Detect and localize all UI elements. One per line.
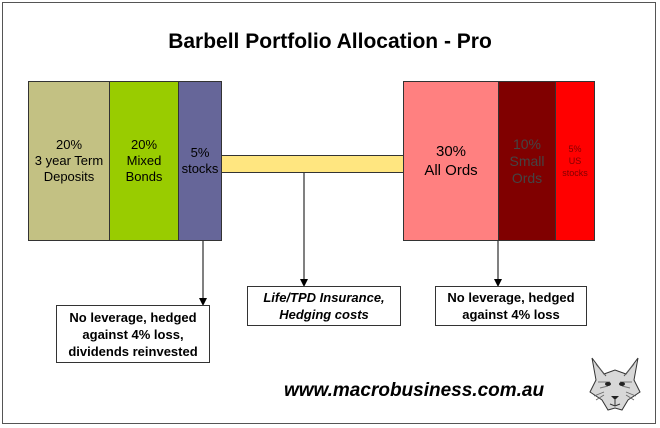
block-stocks-pct: 5% bbox=[190, 145, 210, 160]
block-us-stocks-line3: stocks bbox=[562, 168, 588, 178]
note-left-line1: No leverage, hedged bbox=[69, 309, 197, 325]
note-left: No leverage, hedged against 4% loss, div… bbox=[56, 305, 210, 363]
note-right-line1: No leverage, hedged bbox=[447, 290, 575, 305]
block-term-deposits-line3: Deposits bbox=[43, 169, 95, 184]
website-url: www.macrobusiness.com.au bbox=[284, 380, 545, 401]
block-stocks-line2: stocks bbox=[181, 161, 219, 176]
block-term-deposits: 20% 3 year Term Deposits bbox=[28, 81, 110, 241]
block-small-ords-line3: Ords bbox=[511, 169, 543, 186]
block-us-stocks-pct: 5% bbox=[568, 144, 582, 154]
block-stocks: 5% stocks bbox=[178, 81, 222, 241]
block-term-deposits-pct: 20% bbox=[55, 137, 83, 152]
diagram-title: Barbell Portfolio Allocation - Pro bbox=[168, 30, 492, 53]
block-mixed-bonds-line3: Bonds bbox=[125, 169, 163, 184]
block-small-ords-line2: Small bbox=[509, 152, 545, 169]
block-small-ords: 10% Small Ords bbox=[498, 81, 556, 241]
note-left-line3: dividends reinvested bbox=[68, 343, 198, 359]
note-right-line2: against 4% loss bbox=[462, 307, 560, 322]
block-mixed-bonds-pct: 20% bbox=[130, 137, 158, 152]
block-all-ords-line2: All Ords bbox=[424, 162, 478, 179]
note-left-line2: against 4% loss, bbox=[82, 326, 184, 342]
note-middle-line1: Life/TPD Insurance, bbox=[263, 290, 385, 305]
note-right: No leverage, hedged against 4% loss bbox=[435, 286, 587, 326]
block-term-deposits-line2: 3 year Term bbox=[34, 153, 104, 168]
wolf-icon bbox=[589, 357, 641, 411]
block-us-stocks-line2: US bbox=[568, 156, 582, 166]
note-middle-line2: Hedging costs bbox=[279, 307, 369, 322]
block-small-ords-pct: 10% bbox=[512, 135, 541, 152]
block-mixed-bonds-line2: Mixed bbox=[126, 153, 162, 168]
block-mixed-bonds: 20% Mixed Bonds bbox=[109, 81, 179, 241]
note-middle: Life/TPD Insurance, Hedging costs bbox=[247, 286, 401, 326]
block-all-ords-pct: 30% bbox=[435, 143, 467, 160]
block-us-stocks: 5% US stocks bbox=[555, 81, 595, 241]
